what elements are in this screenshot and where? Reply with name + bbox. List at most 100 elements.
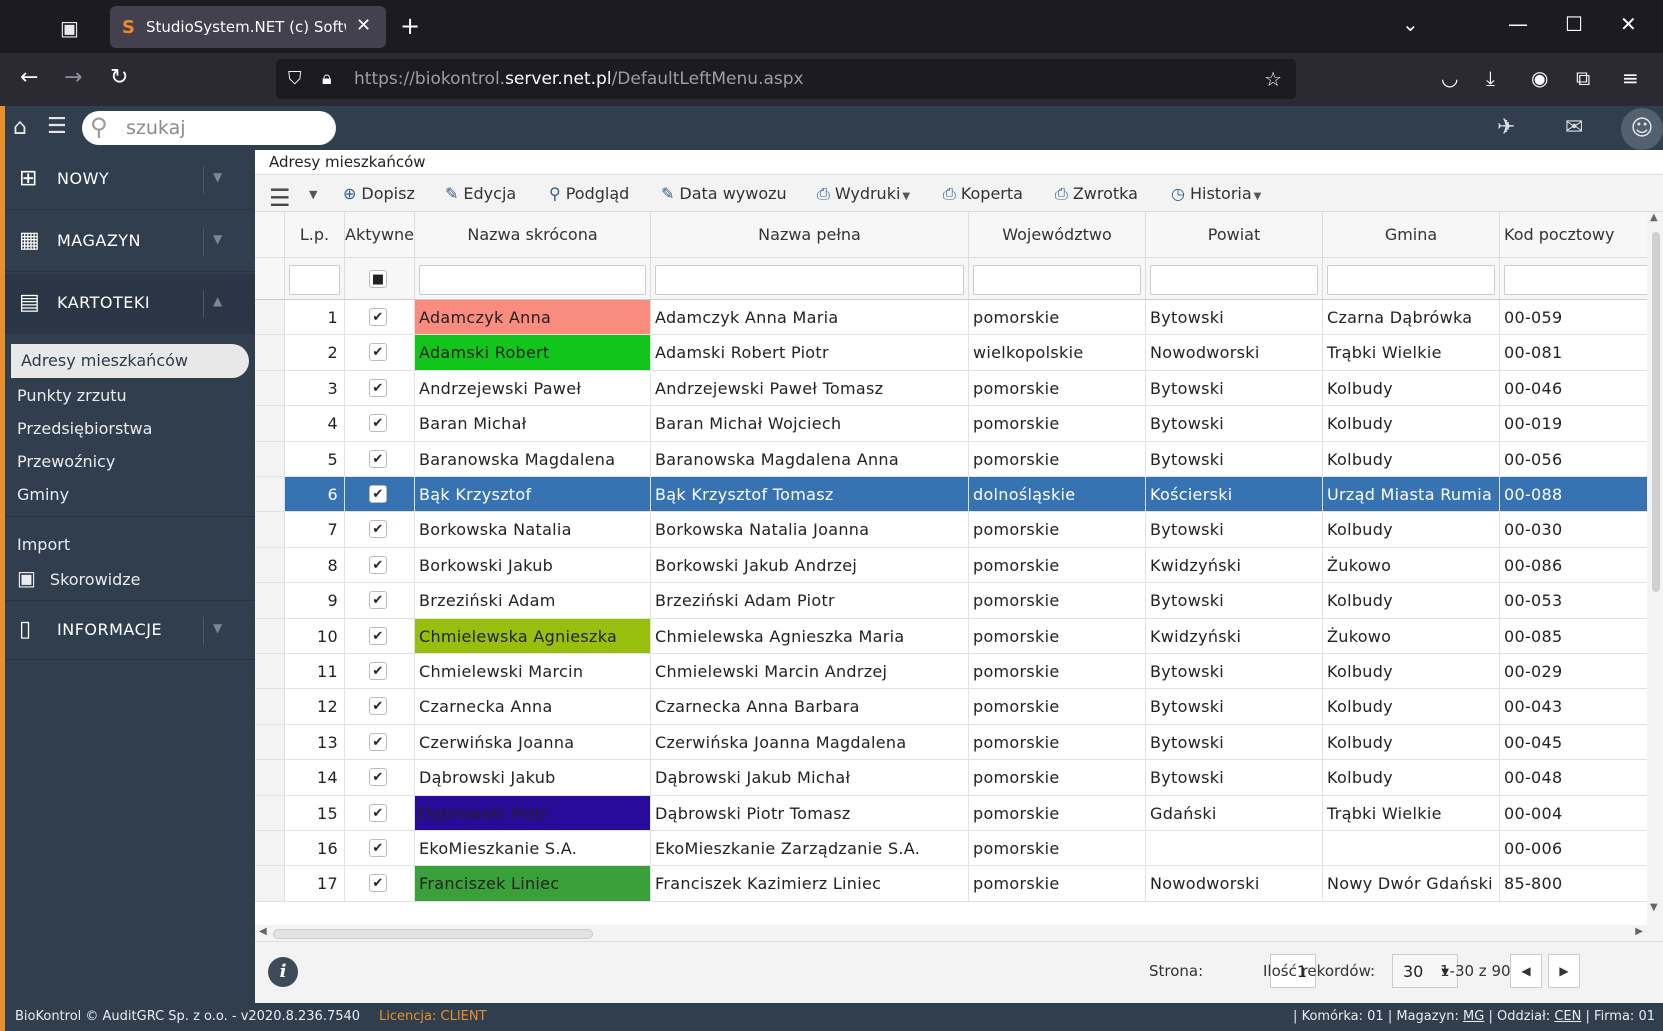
cell-gmina[interactable]: Kolbudy <box>1323 760 1500 795</box>
table-row[interactable]: 5 ✔ Baranowska Magdalena Baranowska Magdale… <box>255 441 1660 477</box>
row-gutter[interactable] <box>255 477 285 512</box>
cell-full[interactable]: Czarnecka Anna Barbara <box>651 689 969 724</box>
active-cell[interactable]: ✔ <box>345 441 415 476</box>
address-bar[interactable]: ⛉ 🔒︎ https://biokontrol.server.net.pl/De… <box>276 59 1296 99</box>
sidebar-item-przedsiebiorstwa[interactable]: Przedsiębiorstwa <box>17 419 153 438</box>
cell-gmina[interactable]: Żukowo <box>1323 618 1500 653</box>
active-cell[interactable]: ✔ <box>345 370 415 406</box>
mail-icon[interactable]: ✉ <box>1565 115 1584 140</box>
cell-lp[interactable]: 3 <box>285 370 345 406</box>
cell-kod[interactable]: 00-085 <box>1500 618 1660 653</box>
cell-lp[interactable]: 15 <box>285 795 345 830</box>
zwrotka-button[interactable]: ⎙ Zwrotka <box>1055 184 1138 204</box>
row-gutter[interactable] <box>255 724 285 760</box>
cell-short[interactable]: Dąbrowski Piotr <box>415 795 651 830</box>
chevron-up-icon[interactable]: ▲ <box>213 294 223 308</box>
table-row[interactable]: 15 ✔ Dąbrowski Piotr Dąbrowski Piotr Tomasz… <box>255 795 1660 831</box>
cell-full[interactable]: Chmielewska Agnieszka Maria <box>651 618 969 653</box>
row-gutter[interactable] <box>255 583 285 618</box>
table-row[interactable]: 7 ✔ Borkowska Natalia Borkowska Natalia Joa… <box>255 512 1660 548</box>
user-icon[interactable]: ☺ <box>1621 108 1663 150</box>
cell-powiat[interactable]: Kwidzyński <box>1146 618 1323 653</box>
cell-short[interactable]: Dąbrowski Jakub <box>415 760 651 795</box>
active-checkbox[interactable]: ✔ <box>369 414 387 433</box>
chevron-down-icon[interactable]: ▼ <box>213 170 223 184</box>
records-per-page-select[interactable]: 30 ▼ <box>1392 954 1458 988</box>
row-gutter[interactable] <box>255 547 285 583</box>
row-gutter[interactable] <box>255 866 285 901</box>
table-row[interactable]: 12 ✔ Czarnecka Anna Czarnecka Anna Barbara p… <box>255 689 1660 725</box>
cell-powiat[interactable]: Bytowski <box>1146 300 1323 335</box>
cell-gmina[interactable] <box>1323 831 1500 866</box>
active-cell[interactable]: ✔ <box>345 300 415 335</box>
cell-short[interactable]: Andrzejewski Paweł <box>415 370 651 406</box>
filter-input[interactable] <box>1504 265 1655 295</box>
table-row[interactable]: 11 ✔ Chmielewski Marcin Chmielewski Marcin … <box>255 654 1660 690</box>
scroll-left-icon[interactable]: ◀ <box>259 926 267 937</box>
cell-powiat[interactable]: Nowodworski <box>1146 335 1323 370</box>
active-checkbox[interactable]: ✔ <box>369 449 387 468</box>
table-row[interactable]: 8 ✔ Borkowski Jakub Borkowski Jakub Andrzej… <box>255 547 1660 584</box>
tab-list-icon[interactable]: ▣ <box>60 16 79 40</box>
cell-gmina[interactable]: Kolbudy <box>1323 441 1500 476</box>
cell-full[interactable]: Bąk Krzysztof Tomasz <box>651 477 969 512</box>
column-header[interactable]: Nazwa skrócona <box>415 212 651 258</box>
download-icon[interactable]: ⤓ <box>1486 66 1495 90</box>
magazyn-link[interactable]: MG <box>1463 1009 1485 1024</box>
account-icon[interactable]: ◉ <box>1531 66 1549 90</box>
active-cell[interactable]: ✔ <box>345 760 415 795</box>
cell-kod[interactable]: 00-045 <box>1500 724 1660 760</box>
cell-full[interactable]: Andrzejewski Paweł Tomasz <box>651 370 969 406</box>
cell-lp[interactable]: 1 <box>285 300 345 335</box>
filter-input[interactable] <box>973 265 1141 295</box>
table-row[interactable]: 16 ✔ EkoMieszkanie S.A. EkoMieszkanie Zarzą… <box>255 831 1660 867</box>
cell-woj[interactable]: pomorskie <box>969 654 1146 689</box>
cell-gmina[interactable]: Kolbudy <box>1323 406 1500 441</box>
cell-full[interactable]: Czerwińska Joanna Magdalena <box>651 724 969 760</box>
cell-lp[interactable]: 12 <box>285 689 345 724</box>
cell-full[interactable]: Borkowski Jakub Andrzej <box>651 547 969 583</box>
cell-powiat[interactable]: Bytowski <box>1146 689 1323 724</box>
active-checkbox[interactable]: ✔ <box>369 485 387 503</box>
active-cell[interactable]: ✔ <box>345 335 415 370</box>
cell-powiat[interactable]: Bytowski <box>1146 654 1323 689</box>
cell-woj[interactable]: pomorskie <box>969 300 1146 335</box>
cell-kod[interactable]: 00-004 <box>1500 795 1660 830</box>
column-header[interactable]: Nazwa pełna <box>651 212 969 258</box>
row-gutter[interactable] <box>255 689 285 724</box>
cell-gmina[interactable]: Kolbudy <box>1323 512 1500 547</box>
cell-kod[interactable]: 00-059 <box>1500 300 1660 335</box>
koperta-button[interactable]: ⎙ Koperta <box>943 184 1023 204</box>
minimize-icon[interactable]: — <box>1508 12 1528 36</box>
edycja-button[interactable]: ✎ Edycja <box>445 184 516 203</box>
scroll-right-icon[interactable]: ▶ <box>1635 926 1643 937</box>
sidebar-item-punkty-zrzutu[interactable]: Punkty zrzutu <box>17 386 127 405</box>
cell-powiat[interactable]: Bytowski <box>1146 370 1323 406</box>
cell-lp[interactable]: 14 <box>285 760 345 795</box>
active-checkbox[interactable]: ✔ <box>369 839 387 857</box>
filter-checkbox[interactable]: ■ <box>369 270 387 288</box>
sidebar-item-skorowidze[interactable]: ▣ Skorowidze <box>17 566 141 590</box>
cell-full[interactable]: Dąbrowski Jakub Michał <box>651 760 969 795</box>
next-page-button[interactable]: ▶ <box>1548 954 1580 988</box>
cell-powiat[interactable]: Kwidzyński <box>1146 547 1323 583</box>
cell-kod[interactable]: 85-800 <box>1500 866 1660 901</box>
cell-kod[interactable]: 00-081 <box>1500 335 1660 370</box>
cell-gmina[interactable]: Kolbudy <box>1323 689 1500 724</box>
cell-short[interactable]: Franciszek Liniec <box>415 866 651 901</box>
active-checkbox[interactable]: ✔ <box>369 768 387 787</box>
cell-powiat[interactable]: Kościerski <box>1146 477 1323 512</box>
plane-icon[interactable]: ✈ <box>1497 115 1516 140</box>
cell-woj[interactable]: pomorskie <box>969 866 1146 901</box>
active-cell[interactable]: ✔ <box>345 547 415 583</box>
active-checkbox[interactable]: ✔ <box>369 343 387 362</box>
cell-lp[interactable]: 11 <box>285 654 345 689</box>
sidebar-item-import[interactable]: Import <box>17 535 71 554</box>
cell-powiat[interactable]: Nowodworski <box>1146 866 1323 901</box>
cell-full[interactable]: Chmielewski Marcin Andrzej <box>651 654 969 689</box>
cell-full[interactable]: Brzeziński Adam Piotr <box>651 583 969 618</box>
cell-powiat[interactable]: Bytowski <box>1146 512 1323 547</box>
cell-kod[interactable]: 00-048 <box>1500 760 1660 795</box>
cell-lp[interactable]: 13 <box>285 724 345 760</box>
cell-gmina[interactable]: Nowy Dwór Gdański <box>1323 866 1500 901</box>
